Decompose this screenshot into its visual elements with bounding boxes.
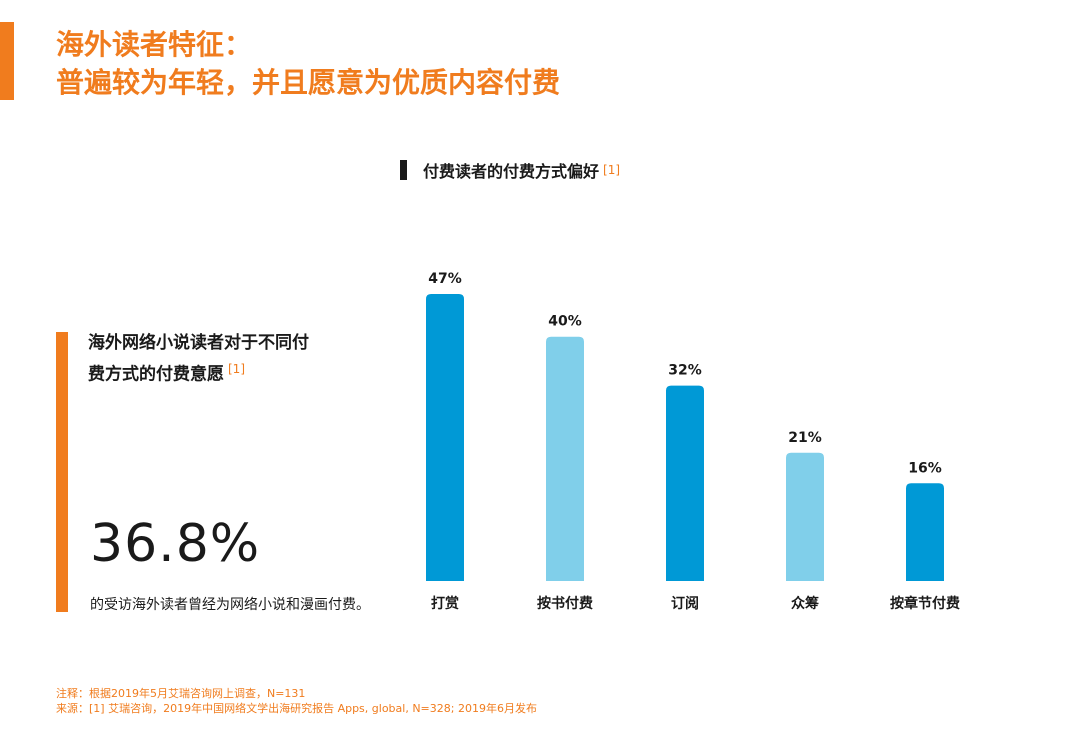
title-accent-bar [0, 22, 14, 100]
bar-2 [666, 385, 704, 581]
page-title-line1: 海外读者特征： [56, 28, 253, 61]
bar-value-label-4: 16% [908, 460, 942, 476]
bar-1 [546, 336, 584, 581]
side-heading-line2: 费方式的付费意愿 [88, 364, 224, 385]
bar-value-label-1: 40% [548, 314, 582, 330]
chart-heading-text: 付费读者的付费方式偏好 [423, 162, 600, 181]
bar-4 [906, 483, 944, 581]
page-title: 海外读者特征： 普遍较为年轻，并且愿意为优质内容付费 [56, 26, 560, 102]
category-label-1: 按书付费 [537, 595, 593, 612]
side-description: 的受访海外读者曾经为网络小说和漫画付费。 [90, 597, 370, 613]
category-label-2: 订阅 [671, 595, 699, 612]
heading-marker [400, 160, 407, 180]
big-percentage: 36.8% [90, 514, 261, 574]
side-heading-line2-wrap: 费方式的付费意愿 [1] [88, 356, 309, 388]
category-label-3: 众筹 [791, 595, 819, 612]
page-title-line2: 普遍较为年轻，并且愿意为优质内容付费 [56, 66, 561, 99]
bar-3 [786, 452, 824, 581]
side-accent-bar [56, 332, 68, 612]
footnote-source: 来源：[1] 艾瑞咨询，2019年中国网络文学出海研究报告 Apps, glob… [56, 702, 537, 715]
bar-chart: 47% 打赏 40% 按书付费 32% 订阅 21% 众筹 16% 按章节付费 [426, 271, 960, 612]
side-heading-ref: [1] [228, 362, 245, 376]
category-label-0: 打赏 [431, 595, 459, 612]
category-label-4: 按章节付费 [890, 595, 960, 612]
bar-value-label-2: 32% [668, 363, 702, 379]
side-heading: 海外网络小说读者对于不同付 费方式的付费意愿 [1] [88, 330, 309, 388]
bar-0 [426, 294, 464, 581]
bar-value-label-0: 47% [428, 271, 462, 287]
footnotes: 注释：根据2019年5月艾瑞咨询网上调查，N=131 来源：[1] 艾瑞咨询，2… [56, 686, 537, 716]
side-heading-line1: 海外网络小说读者对于不同付 [88, 333, 309, 353]
bar-value-label-3: 21% [788, 430, 822, 446]
chart-heading: 付费读者的付费方式偏好 [1] [400, 158, 620, 182]
chart-heading-ref: [1] [603, 163, 621, 177]
footnote-note: 注释：根据2019年5月艾瑞咨询网上调查，N=131 [56, 687, 306, 700]
